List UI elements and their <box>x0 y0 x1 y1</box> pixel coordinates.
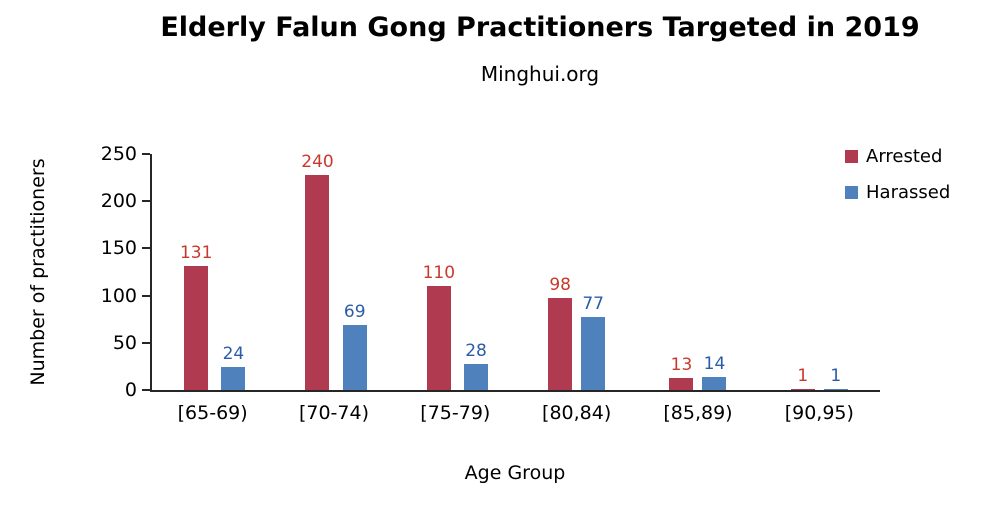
y-tick-mark <box>142 153 150 155</box>
legend: Arrested Harassed <box>845 146 950 203</box>
bar-arrested <box>669 377 694 390</box>
bar-wrap: 24 <box>221 154 246 390</box>
bar-harassed <box>702 376 727 390</box>
x-tick-label: [70-74) <box>298 402 370 424</box>
bar-value-label: 1 <box>830 366 842 387</box>
bar-arrested <box>184 266 209 390</box>
bar-wrap: 69 <box>342 154 367 390</box>
x-tick-label: [90,95) <box>784 402 854 424</box>
bar-group: 131 24 [65-69) <box>152 154 273 424</box>
bar-value-label: 24 <box>222 344 245 365</box>
legend-swatch <box>845 150 858 163</box>
plot-area: 0 50 100 150 200 250 131 24 [65-69) 240 69 [70-74)… <box>101 143 880 425</box>
bar-value-label: 98 <box>549 274 571 295</box>
x-axis-label: Age Group <box>464 462 566 484</box>
x-tick-label: [75-79) <box>420 402 491 424</box>
bar-harassed <box>581 317 606 390</box>
bar-wrap: 1 <box>823 154 848 390</box>
bar-group: 240 69 [70-74) <box>273 152 394 425</box>
bar-value-label: 28 <box>465 340 487 361</box>
chart-title: Elderly Falun Gong Practitioners Targete… <box>160 12 920 43</box>
y-tick-mark <box>142 200 150 203</box>
bar-value-label: 1 <box>797 366 809 387</box>
bar-wrap: 110 <box>423 154 455 390</box>
bar-arrested <box>548 297 573 390</box>
y-tick-mark <box>142 294 150 297</box>
bar-wrap: 1 <box>790 154 815 390</box>
bar-group: 98 77 [80,84) <box>516 154 637 424</box>
bar-harassed <box>342 324 367 390</box>
y-tick-mark <box>142 389 150 391</box>
bar-harassed <box>464 363 489 390</box>
bar-value-label: 14 <box>703 353 726 374</box>
bar-wrap: 13 <box>669 154 694 390</box>
bar-group: 13 14 [85,89) <box>637 154 758 424</box>
x-tick-label: [80,84) <box>542 402 612 424</box>
bar-harassed <box>221 367 246 390</box>
y-tick-label: 200 <box>100 190 137 213</box>
x-tick-label: [85,89) <box>663 402 733 424</box>
bar-value-label: 110 <box>422 263 456 284</box>
bar-arrested <box>426 286 451 390</box>
bar-harassed <box>823 389 848 390</box>
bar-value-label: 240 <box>301 152 334 172</box>
y-tick-label: 100 <box>100 284 137 307</box>
bar-groups: 131 24 [65-69) 240 69 [70-74) 110 28 [75-79) 98 77… <box>152 152 880 425</box>
bar-group: 110 28 [75-79) <box>395 154 516 424</box>
bar-value-label: 13 <box>670 354 693 375</box>
y-tick-label: 50 <box>112 331 137 354</box>
bar-value-label: 131 <box>179 243 213 264</box>
bar-arrested <box>790 389 815 390</box>
y-tick-label: 0 <box>124 379 137 401</box>
x-tick-label: [65-69) <box>177 402 248 424</box>
y-tick-label: 150 <box>100 237 137 260</box>
bar-arrested <box>305 175 330 390</box>
bar-value-label: 77 <box>582 294 604 315</box>
bar-wrap: 240 <box>301 152 334 390</box>
y-tick-label: 250 <box>100 143 137 165</box>
chart-subtitle: Minghui.org <box>480 62 600 86</box>
legend-item: Arrested <box>845 146 950 167</box>
bar-wrap: 14 <box>702 154 727 390</box>
bar-wrap: 28 <box>464 154 489 390</box>
bar-group: 1 1 [90,95) <box>759 154 880 424</box>
legend-item: Harassed <box>845 182 950 203</box>
legend-swatch <box>845 186 858 199</box>
bar-wrap: 131 <box>180 154 212 390</box>
bar-value-label: 69 <box>343 301 366 322</box>
bar-wrap: 77 <box>581 154 606 390</box>
y-axis-label: Number of practitioners <box>27 158 49 386</box>
y-tick-mark <box>142 341 150 344</box>
legend-label: Harassed <box>866 182 951 203</box>
bar-wrap: 98 <box>548 154 573 390</box>
y-tick-mark <box>142 247 150 250</box>
legend-label: Arrested <box>866 146 943 167</box>
